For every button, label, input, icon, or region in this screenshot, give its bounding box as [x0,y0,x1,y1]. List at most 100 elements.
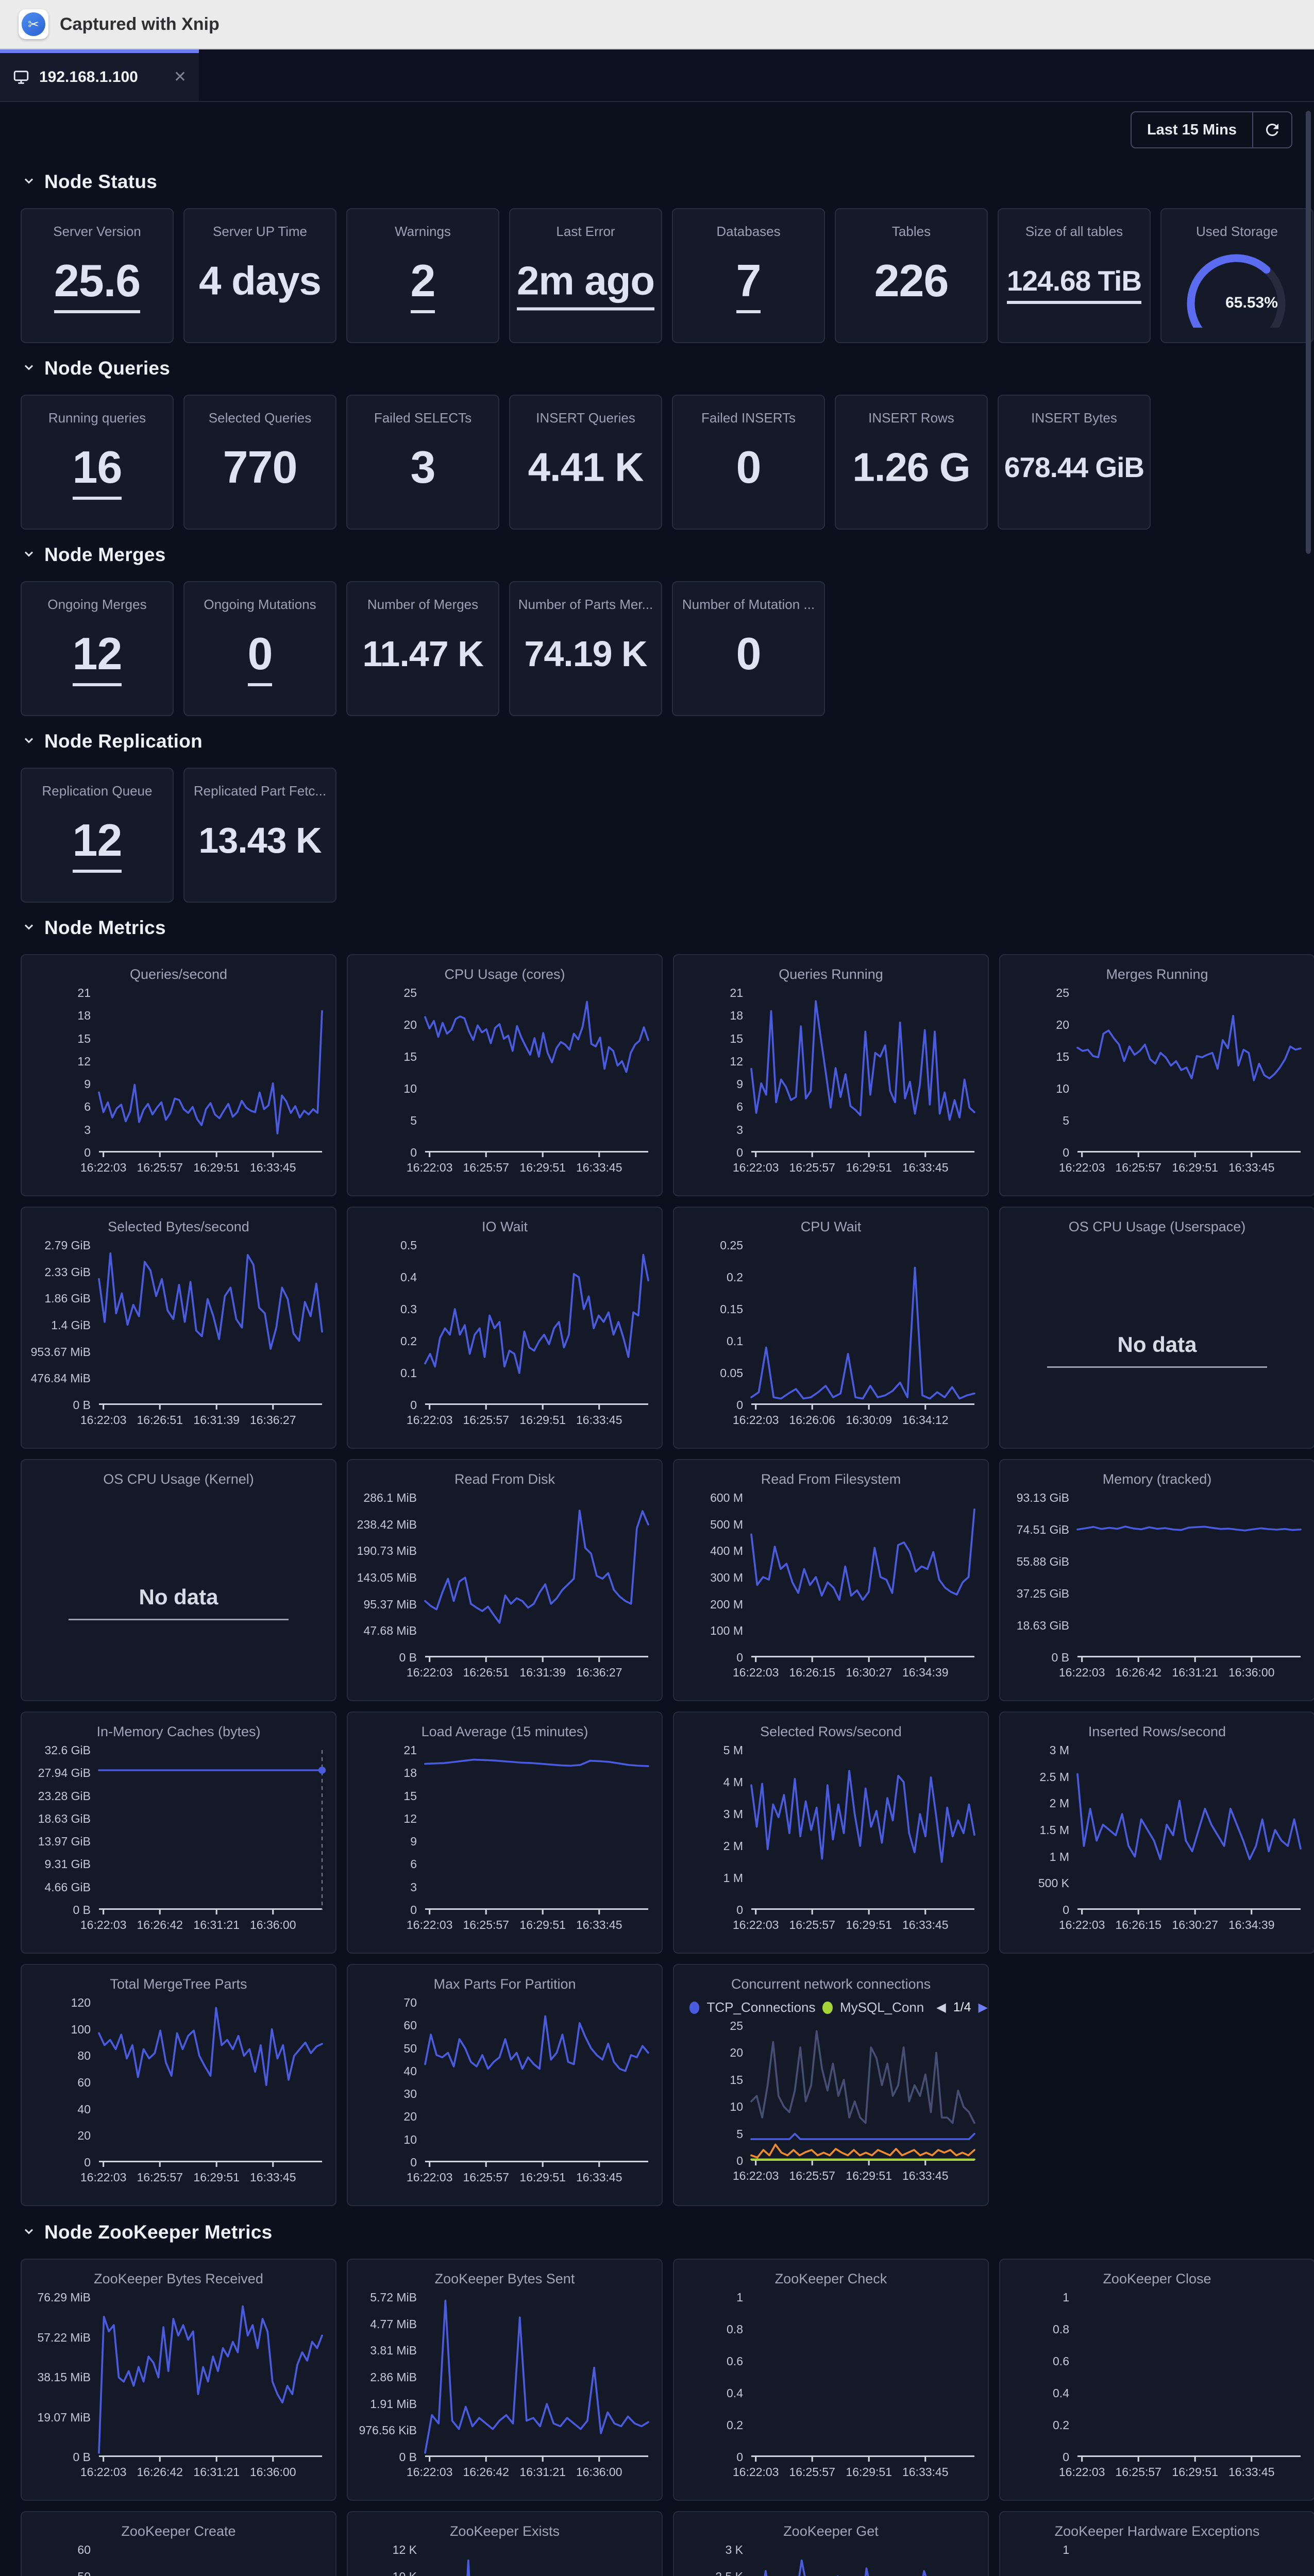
refresh-button[interactable] [1253,111,1292,148]
chart-panel: OS CPU Usage (Kernel) No data [21,1459,336,1701]
x-axis-tick-label: 16:22:03 [406,1918,453,1931]
y-axis-tick-label: 50 [403,2041,417,2055]
chart-panel: Concurrent network connections TCP_Connec… [673,1964,989,2206]
x-axis-tick-label: 16:25:57 [1115,1161,1161,1174]
x-axis-tick-label: 16:22:03 [1058,1666,1105,1679]
legend-label[interactable]: MySQL_Conn [839,1999,924,2015]
y-axis-tick-label: 0.1 [727,1334,743,1348]
x-axis-tick-label: 16:33:45 [576,1918,622,1931]
chart-title: Queries/second [129,967,228,982]
chevron-down-icon[interactable] [22,2224,36,2241]
y-axis-tick-label: 1.4 GiB [51,1318,91,1332]
chart-panel: ZooKeeper Close 1 0.8 0.6 0.4 0.2 0 16:22:03 16:… [999,2259,1314,2501]
stat-card-value[interactable]: 124.68 TiB [999,264,1150,304]
y-axis-tick-label: 300 M [710,1571,743,1584]
stat-card: Failed SELECTs 3 [346,395,499,530]
y-axis-tick-label: 0 [1063,1146,1069,1159]
stat-card-label: Warnings [395,224,451,239]
stat-card-label: INSERT Bytes [1031,410,1117,426]
chart-plot: 3 K2.5 K2 K1.5 K1 K500016:22:0316:25:571… [715,2543,974,2576]
stat-card-value[interactable]: 7 [673,255,824,314]
x-axis-tick-label: 16:22:03 [406,2171,453,2184]
legend-label[interactable]: TCP_Connections [706,1999,816,2015]
y-axis-tick-label: 0 B [73,1398,91,1412]
stat-card-label: Server Version [53,224,141,239]
stat-card-value[interactable]: 16 [22,441,173,500]
x-axis-tick-label: 16:22:03 [732,1413,779,1427]
x-axis-tick-label: 16:22:03 [732,2169,779,2182]
scrollbar[interactable] [1306,111,1311,554]
x-axis-tick-label: 16:36:00 [1228,1666,1275,1679]
x-axis-tick-label: 16:22:03 [406,1413,453,1427]
y-axis-tick-label: 4.77 MiB [370,2317,417,2331]
chevron-down-icon[interactable] [22,920,36,937]
y-axis-tick-label: 20 [730,2046,743,2060]
chart-title: OS CPU Usage (Userspace) [1068,1219,1246,1234]
legend-color-dot [689,2001,700,2014]
y-axis-tick-label: 500 M [710,1517,743,1531]
chevron-down-icon[interactable] [22,733,36,750]
chart-panel: ZooKeeper Hardware Exceptions10.80.60.40… [999,2511,1314,2576]
stat-card-value[interactable]: 2 [347,255,498,314]
y-axis-tick-label: 5 M [723,1743,743,1757]
y-axis-tick-label: 3 K [725,2543,743,2556]
y-axis-tick-label: 1 [736,2291,743,2304]
stat-card-label: INSERT Rows [868,410,954,426]
y-axis-tick-label: 190.73 MiB [357,1544,417,1558]
legend-prev-icon[interactable]: ◀ [936,2001,946,2014]
chart-sections: Node Metrics Queries/second 21 18 15 12 9 6 3 0 16… [21,917,1314,2576]
stat-card-value[interactable]: 2m ago [510,258,661,311]
tab-dashboard[interactable]: 192.168.1.100 ✕ [0,49,199,101]
stat-card: Ongoing Mutations 0 [183,581,336,716]
y-axis-tick-label: 0 [736,2450,743,2464]
x-axis-tick-label: 16:26:42 [1115,1666,1161,1679]
x-axis-tick-label: 16:25:57 [789,1918,835,1931]
y-axis-tick-label: 0.4 [1053,2386,1069,2400]
svg-text:65.53%: 65.53% [1225,294,1278,311]
stat-card-value[interactable]: 0 [184,628,335,687]
chart-title: Queries Running [779,967,883,982]
no-data-divider [69,1618,289,1620]
y-axis-tick-label: 1 M [723,1871,743,1885]
y-axis-tick-label: 0 B [1051,1651,1069,1664]
stat-card: Replicated Part Fetc... 13.43 K [183,768,336,903]
stat-card-label: Selected Queries [208,410,312,426]
chart-plot: 605040302010016:22:0316:25:5716:29:5116:… [77,2543,322,2576]
y-axis-tick-label: 0.4 [400,1270,417,1284]
stat-card-value[interactable]: 12 [22,628,173,687]
stat-card-label: Size of all tables [1025,224,1123,239]
y-axis-tick-label: 976.56 KiB [359,2424,417,2437]
section-title: Node Metrics [44,917,166,938]
y-axis-tick-label: 0 [736,1146,743,1159]
stat-card-value[interactable]: 25.6 [22,255,173,314]
stat-card: Number of Parts Mer... 74.19 K [509,581,662,716]
x-axis-tick-label: 16:26:51 [137,1413,183,1427]
stat-card-label: Replicated Part Fetc... [193,783,327,799]
chevron-down-icon[interactable] [22,360,36,377]
chevron-down-icon[interactable] [22,174,36,191]
y-axis-tick-label: 0.5 [400,1239,417,1252]
legend-next-icon[interactable]: ▶ [978,2001,988,2014]
x-axis-tick-label: 16:31:21 [193,1918,240,1931]
y-axis-tick-label: 25 [730,2019,743,2032]
y-axis-tick-label: 476.84 MiB [30,1371,91,1385]
tab-close-icon[interactable]: ✕ [173,69,187,86]
chevron-down-icon[interactable] [22,547,36,564]
stat-card-value[interactable]: 12 [22,814,173,873]
chart-plot: 21 18 15 12 9 6 3 0 16:22:03 16:25:57 16:29:51 16:3… [730,986,975,1174]
y-axis-tick-label: 0 B [73,1903,91,1917]
y-axis-tick-label: 10 [730,2100,743,2114]
chart-title: In-Memory Caches (bytes) [96,1724,261,1739]
y-axis-tick-label: 0.8 [1053,2323,1069,2336]
stat-card-label: Failed INSERTs [701,410,796,426]
x-axis-tick-label: 16:25:57 [463,1413,509,1427]
time-range-button[interactable]: Last 15 Mins [1130,111,1253,148]
y-axis-tick-label: 143.05 MiB [357,1571,417,1584]
x-axis-tick-label: 16:22:03 [732,1666,779,1679]
stat-sections: Node Status Server Version 25.6 Server UP T… [21,171,1313,903]
stat-card-value: 770 [223,442,298,493]
capture-banner: ✂ Captured with Xnip [0,0,1314,49]
stat-card-label: Last Error [556,224,615,239]
